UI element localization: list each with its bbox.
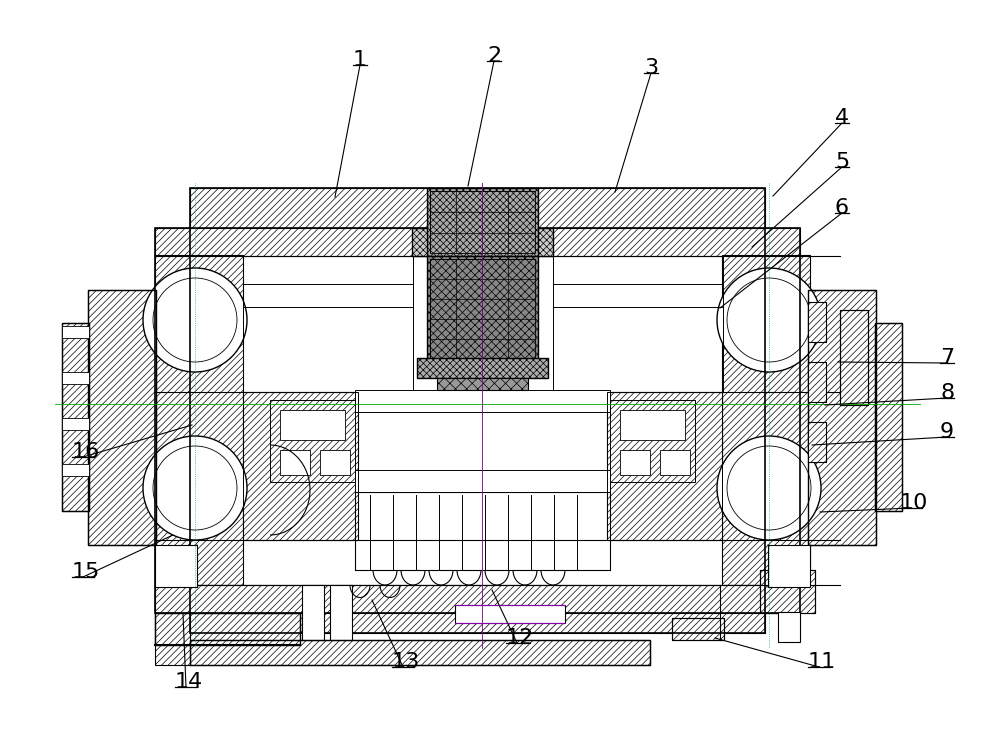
- Circle shape: [143, 268, 247, 372]
- Circle shape: [143, 436, 247, 540]
- Bar: [808, 290, 876, 545]
- Bar: [88, 290, 156, 545]
- Bar: [768, 545, 810, 587]
- Bar: [155, 228, 800, 613]
- Circle shape: [520, 231, 542, 253]
- Bar: [355, 390, 610, 412]
- Bar: [155, 585, 800, 613]
- Bar: [62, 323, 89, 511]
- Text: 9: 9: [940, 422, 954, 442]
- Text: 8: 8: [940, 383, 954, 403]
- Bar: [722, 255, 810, 585]
- Bar: [607, 392, 722, 540]
- Bar: [672, 618, 724, 640]
- Bar: [62, 464, 89, 476]
- Text: 4: 4: [835, 108, 849, 128]
- Bar: [778, 612, 800, 642]
- Text: 10: 10: [900, 493, 928, 513]
- Bar: [412, 228, 553, 256]
- Bar: [760, 570, 815, 613]
- Bar: [427, 256, 538, 361]
- Bar: [840, 310, 868, 405]
- Bar: [620, 450, 650, 475]
- Circle shape: [153, 278, 237, 362]
- Bar: [62, 372, 89, 384]
- Bar: [875, 323, 902, 511]
- Text: 14: 14: [175, 672, 203, 692]
- Text: 13: 13: [392, 652, 420, 672]
- Bar: [808, 362, 826, 402]
- Bar: [190, 585, 765, 633]
- Bar: [808, 290, 876, 545]
- Bar: [430, 259, 535, 358]
- Bar: [330, 585, 352, 640]
- Bar: [302, 585, 324, 640]
- Bar: [280, 410, 345, 440]
- Text: 11: 11: [808, 652, 836, 672]
- Text: 1: 1: [353, 50, 367, 70]
- Bar: [430, 191, 535, 253]
- Bar: [610, 400, 695, 482]
- Bar: [437, 378, 528, 390]
- Bar: [840, 310, 868, 405]
- Bar: [155, 613, 300, 645]
- Bar: [243, 256, 413, 392]
- Bar: [270, 400, 355, 482]
- Bar: [62, 326, 89, 338]
- Bar: [320, 450, 350, 475]
- Bar: [672, 618, 724, 640]
- Bar: [243, 392, 358, 540]
- Bar: [875, 323, 902, 511]
- Text: 15: 15: [72, 562, 100, 582]
- Text: 3: 3: [644, 58, 658, 78]
- Circle shape: [717, 268, 821, 372]
- Bar: [417, 358, 548, 378]
- Bar: [808, 362, 826, 402]
- Text: 7: 7: [940, 348, 954, 368]
- Circle shape: [423, 231, 445, 253]
- Bar: [88, 290, 156, 545]
- Bar: [760, 570, 815, 613]
- Bar: [808, 302, 826, 342]
- Bar: [607, 392, 722, 540]
- Text: 16: 16: [72, 442, 100, 462]
- Text: 6: 6: [835, 198, 849, 218]
- Bar: [280, 450, 310, 475]
- Bar: [190, 640, 650, 665]
- Bar: [427, 188, 538, 256]
- Bar: [610, 400, 695, 482]
- Bar: [155, 613, 190, 665]
- Bar: [155, 255, 243, 585]
- Bar: [155, 613, 300, 645]
- Bar: [155, 545, 197, 587]
- Text: 2: 2: [487, 46, 501, 66]
- Bar: [808, 422, 826, 462]
- Bar: [553, 256, 723, 392]
- Circle shape: [717, 436, 821, 540]
- Circle shape: [727, 446, 811, 530]
- Circle shape: [727, 278, 811, 362]
- Bar: [62, 323, 89, 511]
- Bar: [808, 422, 826, 462]
- Bar: [155, 228, 800, 256]
- Bar: [270, 400, 355, 482]
- Bar: [62, 418, 89, 430]
- Bar: [355, 492, 610, 570]
- Circle shape: [153, 446, 237, 530]
- Bar: [808, 302, 826, 342]
- Bar: [620, 410, 685, 440]
- Bar: [190, 188, 765, 633]
- Text: 12: 12: [506, 628, 534, 648]
- Bar: [190, 640, 650, 665]
- Bar: [660, 450, 690, 475]
- Bar: [355, 470, 610, 492]
- Bar: [455, 605, 565, 623]
- Text: 5: 5: [835, 152, 849, 172]
- Bar: [190, 188, 765, 236]
- Bar: [243, 392, 358, 540]
